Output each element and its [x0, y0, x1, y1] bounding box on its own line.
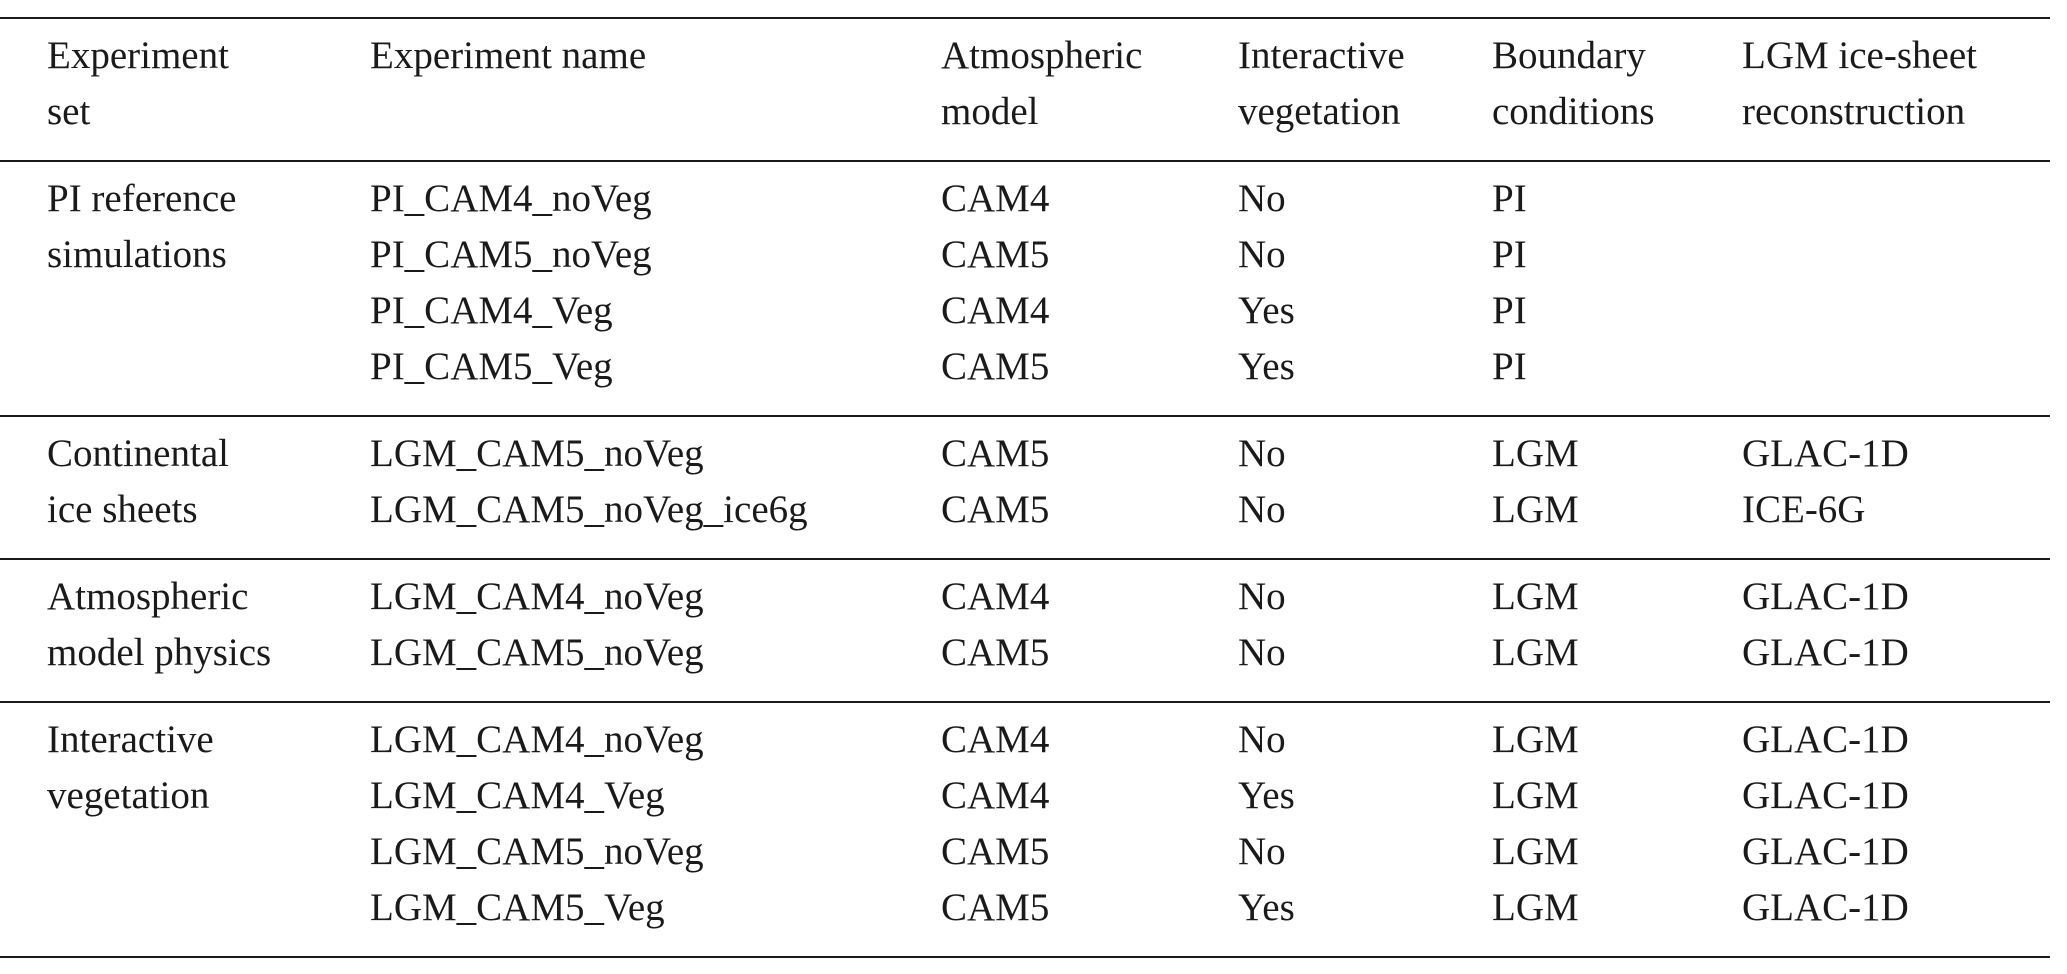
cell: CAM5 — [941, 233, 1049, 276]
cell: LGM_CAM5_noVeg_ice6g — [370, 488, 808, 531]
cell: PI — [1492, 233, 1527, 276]
cell: GLAC-1D — [1742, 718, 1909, 761]
cell: LGM — [1492, 718, 1579, 761]
cell: GLAC-1D — [1742, 631, 1909, 674]
cell: CAM5 — [941, 345, 1049, 388]
cell: CAM5 — [941, 886, 1049, 929]
set-label: ice sheets — [47, 488, 198, 531]
cell: No — [1238, 233, 1286, 276]
cell: LGM — [1492, 575, 1579, 618]
header-cell: vegetation — [1238, 90, 1400, 133]
cell: CAM5 — [941, 631, 1049, 674]
cell: GLAC-1D — [1742, 830, 1909, 873]
set-label: model physics — [47, 631, 271, 674]
cell: Yes — [1238, 774, 1295, 817]
cell: PI — [1492, 289, 1527, 332]
header-cell: Interactive — [1238, 34, 1405, 77]
cell: CAM4 — [941, 177, 1049, 220]
header-cell: LGM ice-sheet — [1742, 34, 1977, 77]
cell: LGM — [1492, 631, 1579, 674]
cell: LGM_CAM5_noVeg — [370, 432, 704, 475]
cell: CAM5 — [941, 830, 1049, 873]
cell: No — [1238, 432, 1286, 475]
header-cell: Boundary — [1492, 34, 1646, 77]
cell: PI_CAM5_Veg — [370, 345, 613, 388]
cell: LGM — [1492, 432, 1579, 475]
cell: LGM_CAM5_noVeg — [370, 631, 704, 674]
set-label: simulations — [47, 233, 227, 276]
cell: GLAC-1D — [1742, 575, 1909, 618]
cell: LGM — [1492, 488, 1579, 531]
cell: PI — [1492, 345, 1527, 388]
cell: No — [1238, 718, 1286, 761]
cell: PI — [1492, 177, 1527, 220]
header-cell: conditions — [1492, 90, 1655, 133]
header-cell: reconstruction — [1742, 90, 1965, 133]
cell: Yes — [1238, 886, 1295, 929]
header-cell: Experiment — [47, 34, 229, 77]
cell: PI_CAM4_noVeg — [370, 177, 652, 220]
cell: ICE-6G — [1742, 488, 1865, 531]
cell: PI_CAM4_Veg — [370, 289, 613, 332]
header-cell: model — [941, 90, 1039, 133]
cell: CAM4 — [941, 718, 1049, 761]
set-label: Atmospheric — [47, 575, 248, 618]
header-cell: Experiment name — [370, 34, 646, 77]
cell: No — [1238, 488, 1286, 531]
cell: LGM_CAM5_noVeg — [370, 830, 704, 873]
header-cell: set — [47, 90, 90, 133]
cell: GLAC-1D — [1742, 774, 1909, 817]
cell: LGM_CAM4_Veg — [370, 774, 665, 817]
cell: LGM — [1492, 830, 1579, 873]
cell: LGM_CAM4_noVeg — [370, 718, 704, 761]
cell: CAM4 — [941, 774, 1049, 817]
cell: PI_CAM5_noVeg — [370, 233, 652, 276]
cell: CAM5 — [941, 488, 1049, 531]
set-label: Continental — [47, 432, 229, 475]
cell: LGM — [1492, 774, 1579, 817]
set-label: Interactive — [47, 718, 214, 761]
cell: LGM_CAM4_noVeg — [370, 575, 704, 618]
cell: CAM4 — [941, 289, 1049, 332]
cell: No — [1238, 575, 1286, 618]
cell: Yes — [1238, 345, 1295, 388]
cell: LGM_CAM5_Veg — [370, 886, 665, 929]
cell: Yes — [1238, 289, 1295, 332]
cell: CAM4 — [941, 575, 1049, 618]
cell: CAM5 — [941, 432, 1049, 475]
cell: LGM — [1492, 886, 1579, 929]
cell: No — [1238, 830, 1286, 873]
cell: No — [1238, 177, 1286, 220]
set-label: vegetation — [47, 774, 209, 817]
cell: GLAC-1D — [1742, 886, 1909, 929]
header-cell: Atmospheric — [941, 34, 1142, 77]
set-label: PI reference — [47, 177, 236, 220]
cell: No — [1238, 631, 1286, 674]
cell: GLAC-1D — [1742, 432, 1909, 475]
